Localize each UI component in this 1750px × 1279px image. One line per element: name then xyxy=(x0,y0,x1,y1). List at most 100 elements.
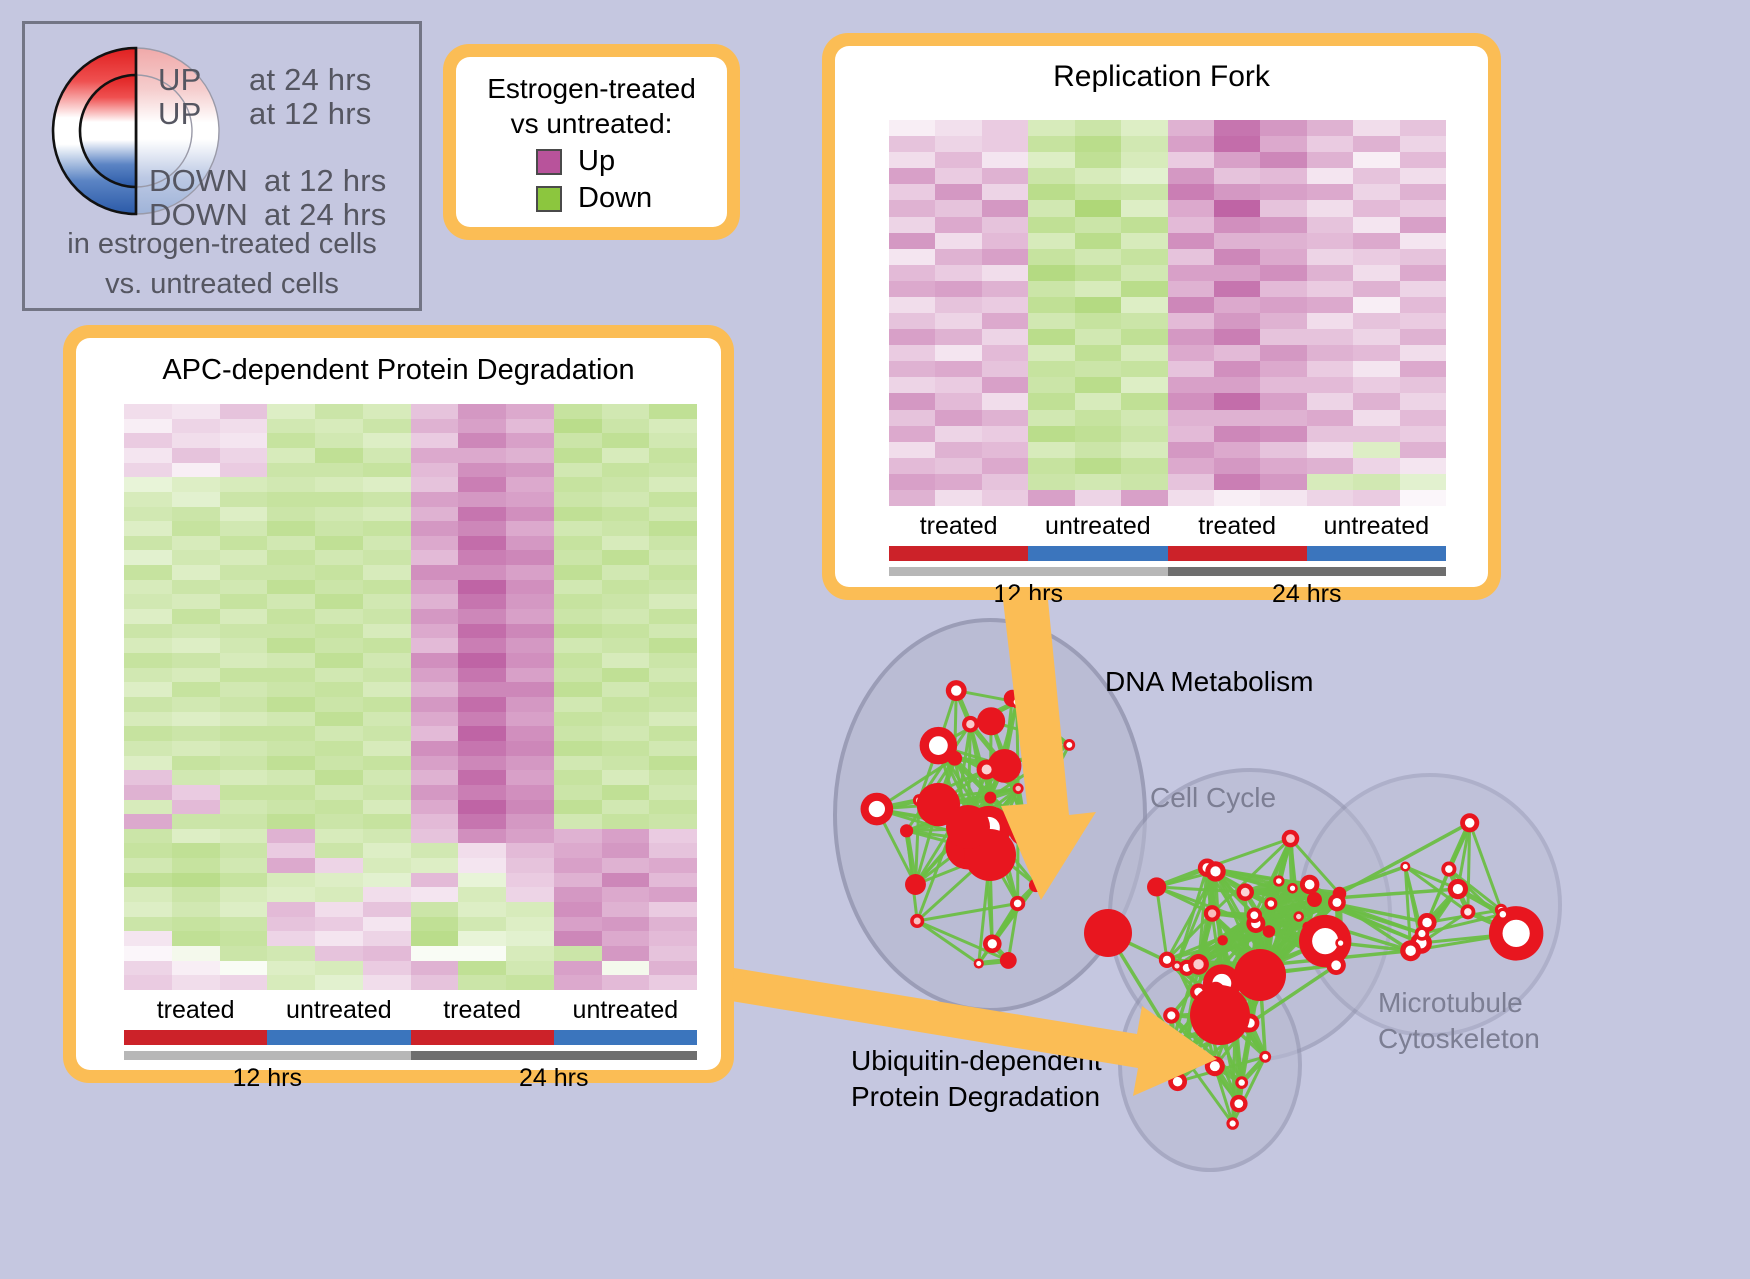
condition-color-bar-segment xyxy=(1167,546,1307,561)
network-node[interactable] xyxy=(1158,951,1176,968)
heatmap-cell xyxy=(601,623,650,639)
key-label-up-24: UP xyxy=(158,62,202,97)
network-node[interactable] xyxy=(1230,1094,1248,1113)
network-node[interactable] xyxy=(976,759,997,780)
heatmap-cell xyxy=(219,755,268,771)
network-node[interactable] xyxy=(1012,782,1024,794)
network-node[interactable] xyxy=(1335,937,1346,949)
network-node[interactable] xyxy=(1234,949,1286,1001)
heatmap-cell xyxy=(124,711,172,727)
network-node[interactable] xyxy=(947,750,963,766)
network-node[interactable] xyxy=(1226,1117,1239,1130)
network-node[interactable] xyxy=(916,782,961,827)
network-node[interactable] xyxy=(1281,829,1300,848)
network-node[interactable] xyxy=(1447,878,1469,900)
network-node[interactable] xyxy=(1236,883,1254,901)
network-node[interactable] xyxy=(1162,1030,1184,1052)
node-inner-core xyxy=(1207,909,1217,918)
network-node[interactable] xyxy=(946,805,990,849)
network-node[interactable] xyxy=(1188,953,1209,975)
network-node[interactable] xyxy=(900,824,914,838)
heatmap-cell xyxy=(1121,184,1168,201)
network-node[interactable] xyxy=(1028,878,1043,893)
network-node[interactable] xyxy=(1328,893,1346,912)
network-node[interactable] xyxy=(860,792,894,826)
network-node[interactable] xyxy=(1460,904,1476,920)
network-node[interactable] xyxy=(1010,895,1026,912)
network-node[interactable] xyxy=(1460,813,1480,833)
network-node[interactable] xyxy=(977,707,1006,736)
network-node[interactable] xyxy=(1190,985,1250,1045)
network-node[interactable] xyxy=(910,913,925,929)
heatmap-cell xyxy=(458,828,506,844)
network-node[interactable] xyxy=(1414,926,1430,941)
network-node[interactable] xyxy=(919,726,958,765)
network-node[interactable] xyxy=(1326,955,1346,976)
heatmap-cell xyxy=(889,152,936,169)
network-node[interactable] xyxy=(1262,925,1276,938)
heatmap-cell xyxy=(219,447,268,463)
network-node[interactable] xyxy=(1084,909,1132,957)
node-inner-core xyxy=(976,960,982,967)
heatmap-cell xyxy=(981,264,1029,281)
network-node[interactable] xyxy=(1273,875,1285,887)
node-inner-core xyxy=(1499,910,1507,918)
heatmap-cell xyxy=(410,887,459,903)
network-node[interactable] xyxy=(1264,897,1278,911)
network-node[interactable] xyxy=(1217,935,1228,946)
heatmap-cell xyxy=(171,946,220,961)
condition-color-bar-segment xyxy=(1306,546,1446,561)
network-node[interactable] xyxy=(1235,1076,1249,1090)
network-node[interactable] xyxy=(984,791,997,804)
heatmap-cell xyxy=(981,345,1029,362)
network-node[interactable] xyxy=(1400,940,1422,962)
heatmap-cell xyxy=(219,623,268,639)
color-key-box: UP at 24 hrs UP at 12 hrs DOWN at 12 hrs… xyxy=(22,21,422,311)
heatmap-cell xyxy=(458,418,506,434)
heatmap-cell xyxy=(219,535,268,551)
network-edge xyxy=(1016,788,1020,904)
network-node[interactable] xyxy=(962,715,979,733)
heatmap-cell xyxy=(889,393,936,410)
network-node[interactable] xyxy=(945,680,967,701)
heatmap-cell xyxy=(1399,313,1446,330)
heatmap-cell xyxy=(1213,441,1261,458)
heatmap-cell xyxy=(553,828,602,844)
heatmap-cell xyxy=(1074,200,1122,217)
heatmap-cell xyxy=(601,843,650,859)
network-node[interactable] xyxy=(999,952,1017,969)
network-node[interactable] xyxy=(1287,882,1298,894)
network-node[interactable] xyxy=(1496,907,1510,921)
heatmap-cell xyxy=(601,667,650,683)
heatmap-cell xyxy=(1167,184,1214,201)
network-node[interactable] xyxy=(1168,1072,1188,1092)
network-node[interactable] xyxy=(1246,907,1263,923)
network-node[interactable] xyxy=(1147,877,1167,897)
network-node[interactable] xyxy=(1008,812,1042,846)
network-node[interactable] xyxy=(1400,861,1411,872)
network-node[interactable] xyxy=(1204,1056,1225,1077)
network-node[interactable] xyxy=(1293,911,1304,922)
network-node[interactable] xyxy=(905,874,926,895)
key-caption-line1: in estrogen-treated cells xyxy=(67,228,377,260)
network-node[interactable] xyxy=(1306,892,1322,908)
network-node[interactable] xyxy=(1205,861,1226,882)
heatmap-cell xyxy=(506,740,554,756)
network-node[interactable] xyxy=(1299,914,1352,968)
network-node[interactable] xyxy=(982,934,1002,954)
heatmap-cell xyxy=(889,264,936,281)
network-node[interactable] xyxy=(1010,695,1024,709)
network-node[interactable] xyxy=(1441,861,1457,877)
network-node[interactable] xyxy=(1299,874,1320,895)
network-node[interactable] xyxy=(1171,960,1183,972)
network-node[interactable] xyxy=(973,958,984,969)
ubiquitin-label-line1: Ubiquitin-dependent xyxy=(851,1045,1102,1076)
heatmap-cell xyxy=(1074,457,1122,474)
time-label: 12 hrs xyxy=(993,580,1063,608)
network-node[interactable] xyxy=(1163,1007,1180,1024)
network-node[interactable] xyxy=(1063,739,1076,751)
heatmap-cell xyxy=(1167,457,1214,474)
network-node[interactable] xyxy=(1203,905,1221,922)
heatmap-cell xyxy=(601,404,650,419)
network-node[interactable] xyxy=(1259,1050,1272,1063)
